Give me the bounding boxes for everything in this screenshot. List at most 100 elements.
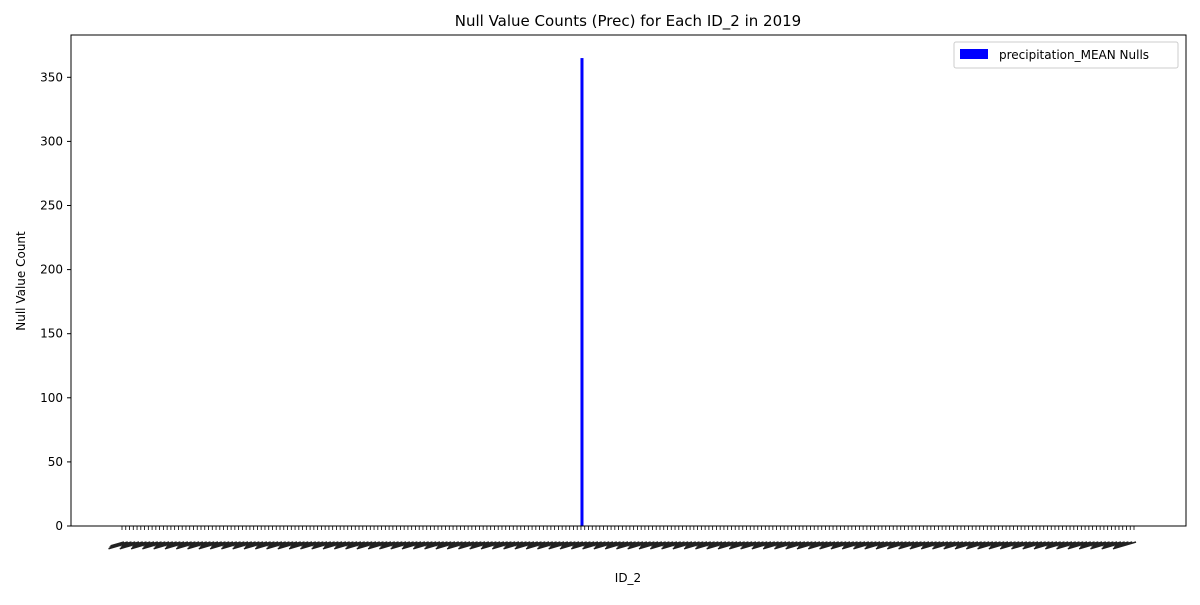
x-category-label-mark — [144, 541, 159, 547]
x-category-label-mark — [740, 541, 764, 550]
x-category-label-mark — [188, 541, 207, 549]
x-category-label-mark — [469, 541, 493, 550]
x-category-label-mark — [357, 541, 377, 549]
x-category-label-mark — [481, 541, 501, 549]
x-category-label-mark — [1103, 541, 1118, 547]
x-category-label-mark — [832, 541, 847, 547]
x-category-label-mark — [110, 541, 125, 547]
x-category-label-mark — [539, 541, 554, 547]
x-category-label-mark — [199, 541, 219, 549]
x-category-label-mark — [412, 541, 437, 550]
x-category-label-mark — [210, 541, 230, 549]
x-category-label-mark — [1024, 541, 1039, 547]
x-category-label-mark — [639, 541, 659, 549]
x-category-label-mark — [480, 541, 505, 550]
x-category-label-mark — [841, 541, 866, 550]
x-category-label-mark — [842, 541, 862, 549]
x-category-label-mark — [796, 541, 821, 550]
x-category-label-mark — [109, 541, 128, 549]
x-category-label-mark — [435, 541, 460, 550]
x-category-label-mark — [853, 541, 877, 550]
x-category-label-mark — [910, 541, 930, 549]
x-category-label-mark — [381, 541, 396, 547]
x-category-label-mark — [415, 541, 429, 547]
x-category-label-mark — [1069, 541, 1084, 547]
x-category-label-mark — [1091, 541, 1110, 549]
x-category-label-mark — [379, 541, 403, 550]
x-category-label-mark — [143, 541, 162, 549]
x-category-label-mark — [333, 541, 358, 550]
x-category-label-mark — [120, 541, 140, 549]
x-category-label-mark — [831, 541, 851, 549]
x-category-label-mark — [629, 541, 644, 547]
x-category-label-mark — [1046, 541, 1065, 549]
x-category-label-mark — [527, 541, 542, 547]
x-category-label-mark — [697, 541, 712, 547]
x-category-label-mark — [990, 541, 1005, 547]
x-category-label-mark — [369, 541, 384, 547]
x-category-label-mark — [956, 541, 971, 547]
x-category-label-mark — [821, 541, 836, 547]
x-category-label-mark — [967, 541, 986, 549]
x-category-label-mark — [1011, 541, 1035, 550]
x-category-label-mark — [1000, 541, 1020, 549]
x-category-label-mark — [187, 541, 211, 550]
x-category-label-mark — [616, 541, 640, 550]
x-category-label-mark — [719, 541, 734, 547]
x-category-label-mark — [289, 541, 309, 549]
x-category-label-mark — [549, 541, 569, 549]
x-category-label-mark — [166, 541, 181, 547]
x-category-label-mark — [131, 541, 151, 549]
x-category-label-mark — [808, 541, 832, 550]
x-category-label-mark — [561, 541, 576, 547]
x-category-label-mark — [1001, 541, 1016, 547]
x-category-label-mark — [447, 541, 467, 549]
x-category-label-mark — [200, 541, 215, 547]
y-tick-label: 50 — [48, 455, 63, 469]
x-category-label-mark — [1079, 541, 1099, 549]
x-category-label-mark — [335, 541, 354, 549]
x-category-label-mark — [706, 541, 730, 550]
x-category-label-mark — [165, 541, 185, 549]
x-category-label-mark — [211, 541, 226, 547]
x-category-label-mark — [605, 541, 625, 549]
x-category-label-mark — [798, 541, 813, 547]
x-category-label-mark — [1056, 541, 1080, 550]
x-category-label-mark — [425, 541, 445, 549]
x-category-label-mark — [594, 541, 614, 549]
x-category-label-mark — [1078, 541, 1103, 550]
x-category-label-mark — [1033, 541, 1058, 550]
bars — [580, 58, 584, 527]
x-category-label-mark — [718, 541, 738, 549]
x-category-label-mark — [257, 541, 271, 547]
y-axis: 0 50 100 150 200 250 300 350 — [40, 70, 71, 533]
x-category-label-mark — [1047, 541, 1061, 547]
x-category-label-mark — [582, 541, 606, 550]
x-category-label-mark — [604, 541, 629, 550]
x-category-label-mark — [672, 541, 697, 550]
x-category-label-mark — [922, 541, 937, 547]
chart-title: Null Value Counts (Prec) for Each ID_2 i… — [455, 12, 801, 31]
x-category-label-mark — [245, 541, 260, 547]
x-category-label-mark — [367, 541, 392, 550]
bar — [580, 58, 584, 527]
x-category-label-mark — [899, 541, 919, 549]
x-category-label-mark — [785, 541, 809, 550]
x-category-label-mark — [751, 541, 776, 550]
x-category-label-mark — [662, 541, 682, 549]
x-category-label-mark — [1058, 541, 1073, 547]
x-category-label-mark — [550, 541, 565, 547]
x-category-label-mark — [446, 541, 471, 550]
x-category-label-mark — [685, 541, 700, 547]
x-category-label-mark — [525, 541, 550, 550]
x-category-label-mark — [584, 541, 599, 547]
x-category-label-mark — [877, 541, 892, 547]
x-category-label-mark — [548, 541, 572, 550]
x-category-label-mark — [1035, 541, 1050, 547]
x-category-label-mark — [515, 541, 535, 549]
x-category-label-mark — [300, 541, 324, 550]
y-tick-label: 250 — [40, 199, 63, 213]
x-category-label-mark — [426, 541, 441, 547]
x-category-label-mark — [1114, 541, 1129, 547]
